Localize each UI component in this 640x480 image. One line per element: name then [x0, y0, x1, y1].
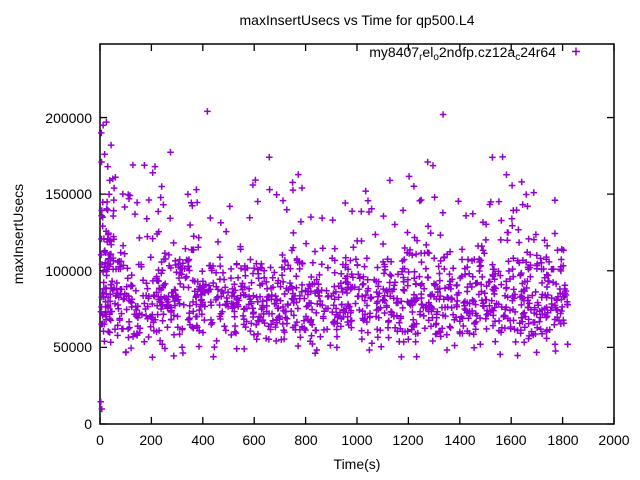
y-tick-label: 0: [84, 416, 92, 432]
x-tick-label: 1200: [392, 432, 424, 448]
legend-text-segment: c: [515, 52, 521, 63]
legend-text-segment: o: [433, 52, 439, 63]
legend-marker-icon: [572, 47, 580, 56]
x-tick-label: 400: [191, 432, 215, 448]
x-tick-label: 2000: [598, 432, 630, 448]
legend-text-segment: my8407: [369, 44, 420, 60]
legend-series-label: my8407relo2nofp.cz12ac24r64: [369, 44, 556, 64]
x-tick-label: 600: [242, 432, 266, 448]
y-tick-label: 50000: [53, 339, 92, 355]
y-tick-label: 200000: [45, 110, 92, 126]
y-axis-label: maxInsertUsecs: [10, 183, 26, 285]
legend-text-segment: 2nofp.cz12a: [438, 44, 516, 60]
x-tick-label: 1800: [547, 432, 579, 448]
scatter-points: [97, 108, 571, 413]
legend-text-segment: el: [422, 44, 434, 60]
axis-ticks: [99, 44, 615, 425]
y-tick-label: 100000: [45, 263, 92, 279]
x-tick-label: 1000: [341, 432, 373, 448]
y-tick-label: 150000: [45, 186, 92, 202]
x-tick-label: 1600: [495, 432, 527, 448]
legend-text-segment: 24r64: [520, 44, 556, 60]
x-tick-label: 800: [294, 432, 318, 448]
x-tick-label: 200: [139, 432, 163, 448]
x-axis-label: Time(s): [333, 456, 381, 472]
chart-title: maxInsertUsecs vs Time for qp500.L4: [239, 12, 475, 28]
x-tick-label: 1400: [444, 432, 476, 448]
legend-text-segment: r: [419, 52, 423, 63]
x-tick-label: 0: [96, 432, 104, 448]
